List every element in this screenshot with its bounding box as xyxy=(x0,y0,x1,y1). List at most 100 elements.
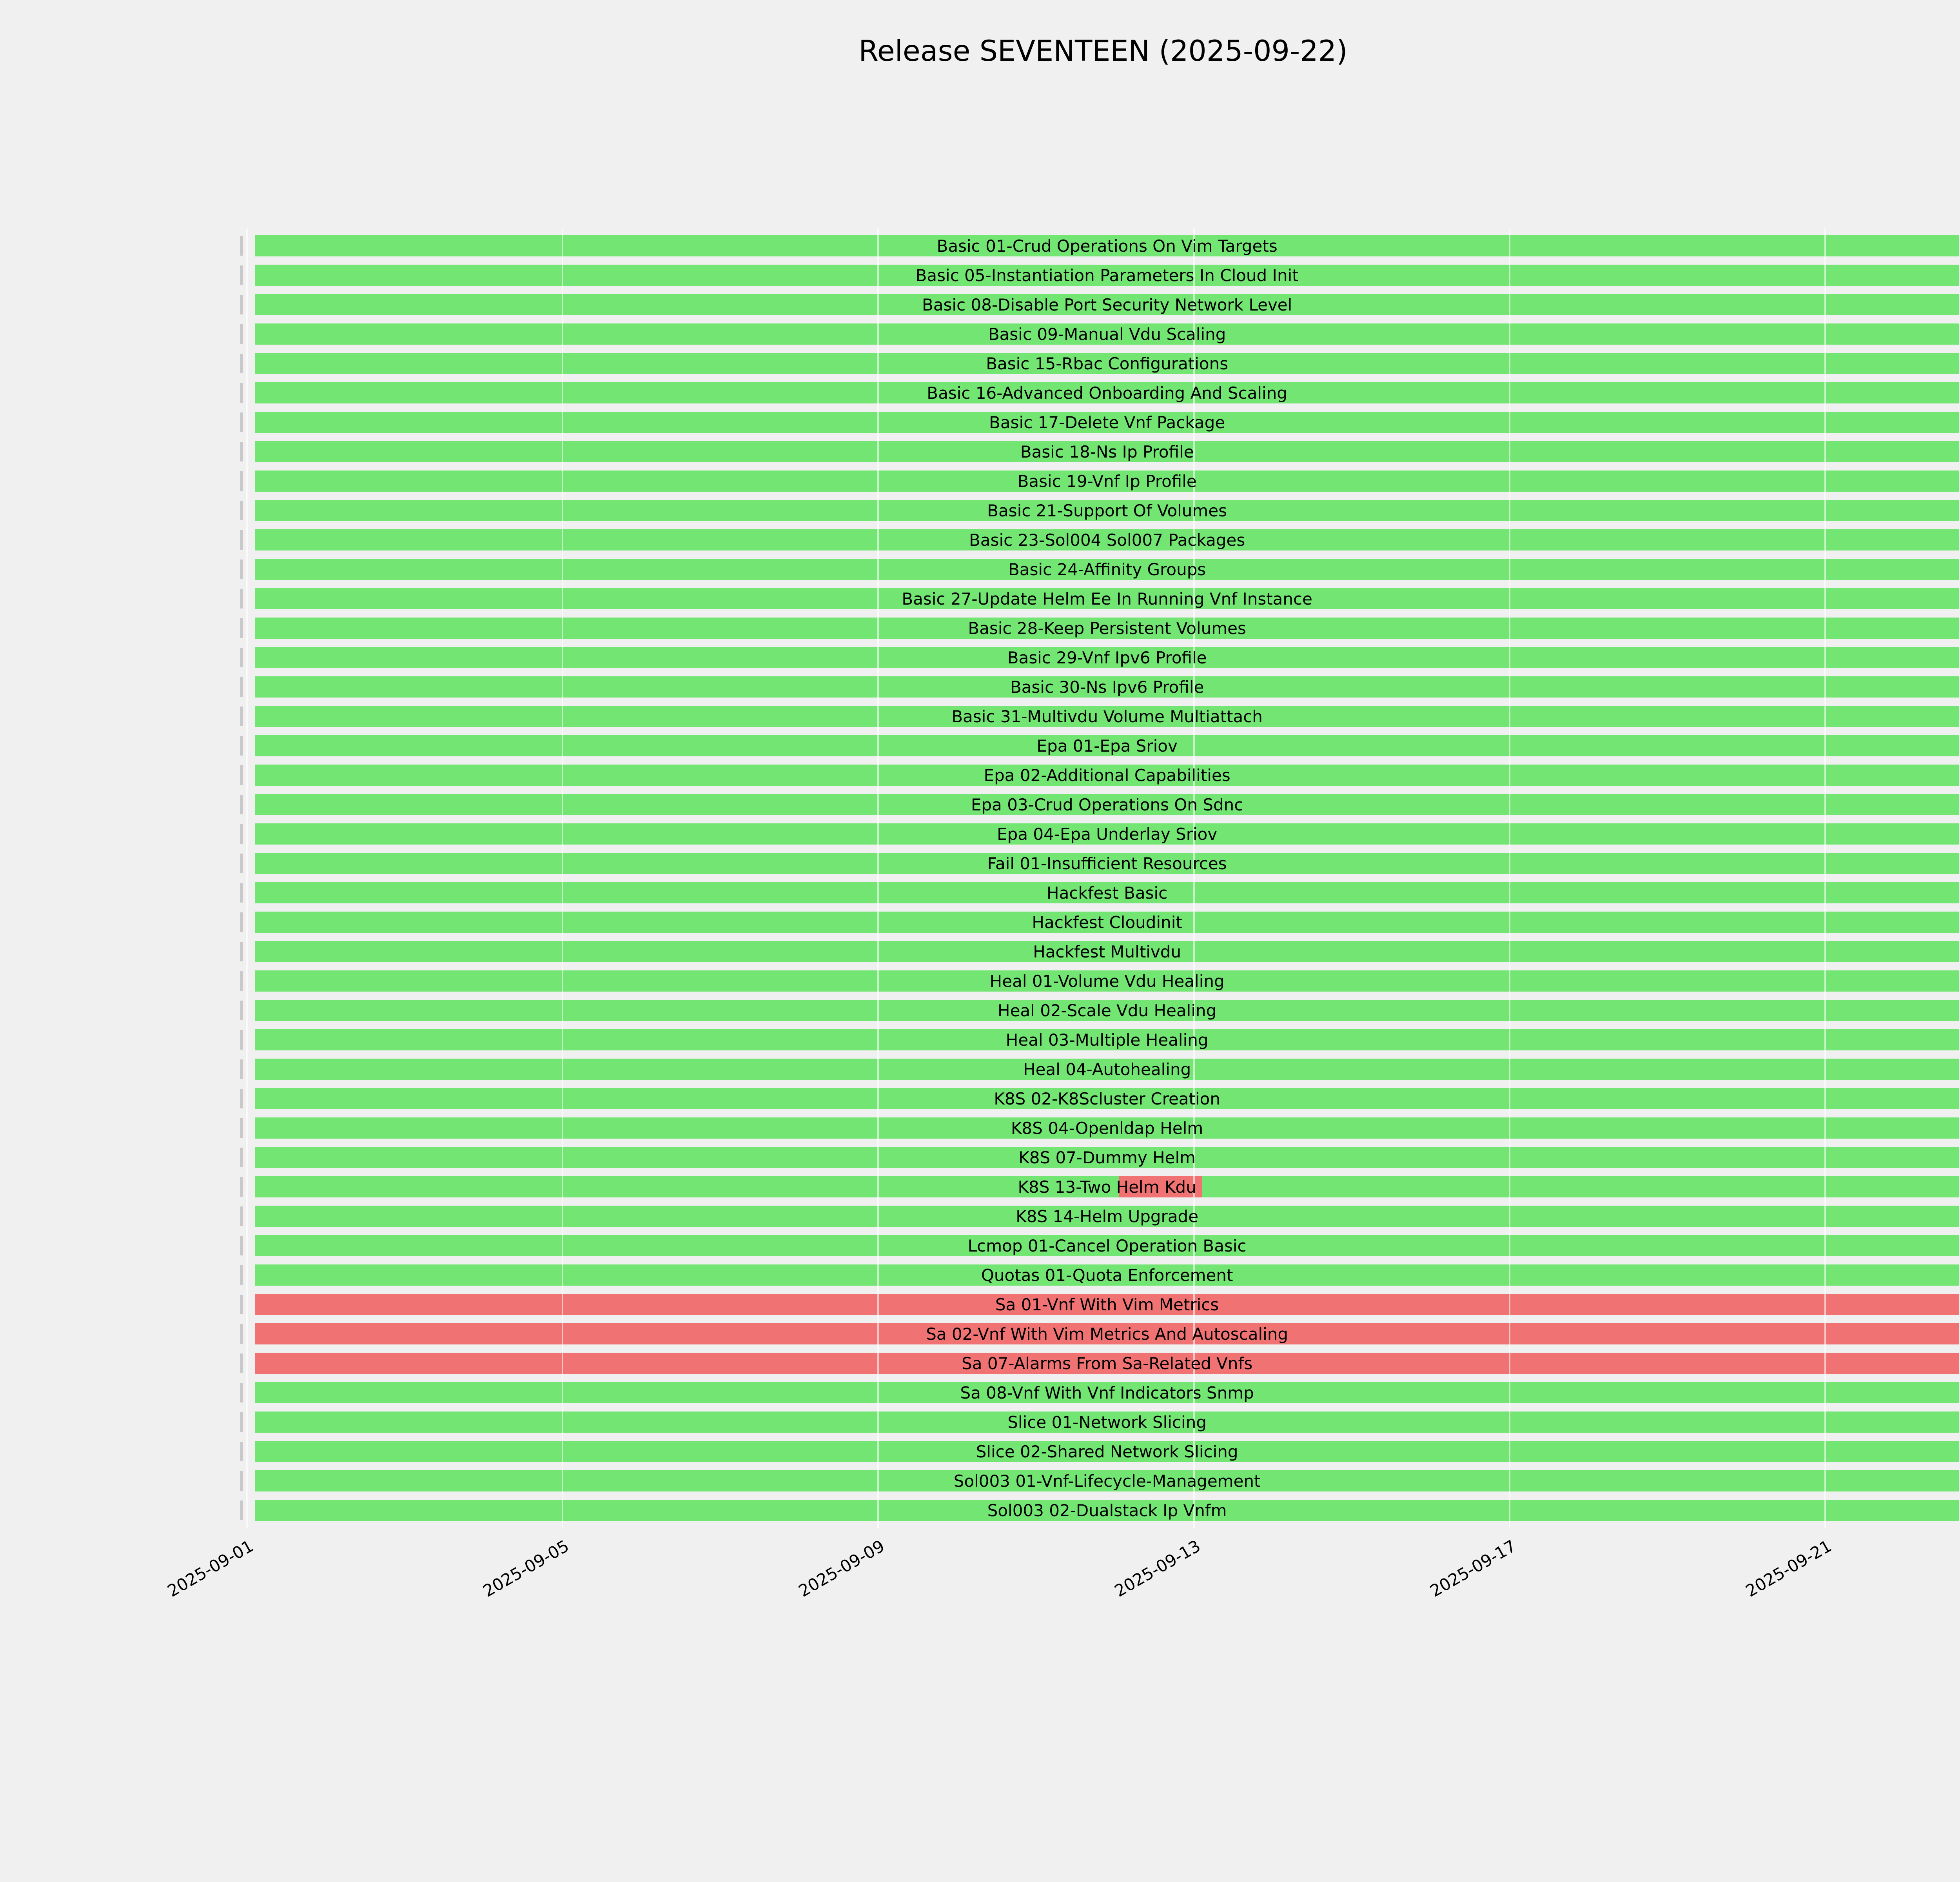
gantt-bar-passed xyxy=(255,412,1960,433)
y-axis-tick xyxy=(240,707,243,726)
task-label: Basic 17-Delete Vnf Package xyxy=(989,413,1225,432)
x-axis-tick-label: 2025-09-13 xyxy=(1111,1536,1204,1601)
task-label: Basic 15-Rbac Configurations xyxy=(986,354,1229,373)
task-label: Basic 16-Advanced Onboarding And Scaling xyxy=(927,383,1288,403)
gantt-bar-passed xyxy=(255,265,1960,286)
task-label: Hackfest Basic xyxy=(1047,883,1168,903)
y-axis-tick xyxy=(240,1177,243,1197)
gantt-bar-passed xyxy=(255,1382,1960,1403)
task-label: Basic 18-Ns Ip Profile xyxy=(1020,442,1194,461)
task-label: Slice 02-Shared Network Slicing xyxy=(976,1442,1238,1461)
gantt-bar-passed xyxy=(255,382,1960,403)
y-axis-tick xyxy=(240,824,243,844)
x-gridline xyxy=(1824,229,1826,1528)
task-label: Basic 24-Affinity Groups xyxy=(1008,560,1206,579)
gantt-bar-passed xyxy=(255,1029,1960,1050)
gantt-bar-passed xyxy=(255,1206,1960,1227)
y-axis-tick xyxy=(240,648,243,667)
task-label: K8S 04-Openldap Helm xyxy=(1011,1119,1203,1138)
x-gridline xyxy=(1193,229,1195,1528)
task-label: Basic 09-Manual Vdu Scaling xyxy=(988,325,1226,344)
y-axis-tick xyxy=(240,883,243,903)
y-axis-tick xyxy=(240,1001,243,1020)
y-axis-tick xyxy=(240,354,243,373)
task-label: Basic 27-Update Helm Ee In Running Vnf I… xyxy=(902,589,1312,609)
task-label: Basic 05-Instantiation Parameters In Clo… xyxy=(915,266,1299,285)
task-label: Hackfest Cloudinit xyxy=(1032,913,1182,932)
gantt-bar-passed xyxy=(255,235,1960,256)
task-label: K8S 14-Helm Upgrade xyxy=(1016,1207,1199,1226)
y-axis-tick xyxy=(240,1148,243,1167)
task-label: Basic 01-Crud Operations On Vim Targets xyxy=(936,236,1278,256)
y-axis-tick xyxy=(240,1412,243,1432)
gantt-bar-passed xyxy=(255,470,1960,492)
gantt-bar-passed xyxy=(255,323,1960,345)
y-axis-tick xyxy=(240,736,243,756)
gantt-bar-passed xyxy=(255,1147,1960,1168)
y-axis-tick xyxy=(240,236,243,256)
y-axis-tick xyxy=(240,1089,243,1108)
y-axis-tick xyxy=(240,1265,243,1285)
gantt-bar-passed xyxy=(255,1000,1960,1021)
task-label: K8S 02-K8Scluster Creation xyxy=(994,1089,1220,1108)
task-label: Sol003 02-Dualstack Ip Vnfm xyxy=(987,1501,1227,1520)
task-label: Basic 28-Keep Persistent Volumes xyxy=(968,619,1246,638)
gantt-bar-passed xyxy=(255,1059,1960,1080)
gantt-bar-passed xyxy=(255,1441,1960,1462)
task-label: Sol003 01-Vnf-Lifecycle-Management xyxy=(953,1471,1261,1491)
y-axis-tick xyxy=(240,1501,243,1520)
gantt-bar-passed xyxy=(255,1235,1960,1256)
task-label: Sa 01-Vnf With Vim Metrics xyxy=(995,1295,1219,1314)
gantt-bar-passed xyxy=(255,735,1960,756)
task-label: Quotas 01-Quota Enforcement xyxy=(981,1266,1233,1285)
x-gridline xyxy=(877,229,879,1528)
y-axis-tick xyxy=(240,589,243,609)
gantt-bar-passed xyxy=(255,1470,1960,1491)
gantt-bar-failed xyxy=(255,1323,1960,1344)
y-axis-tick xyxy=(240,1030,243,1050)
y-axis-tick xyxy=(240,971,243,991)
x-gridline xyxy=(1508,229,1510,1528)
gantt-bar-passed xyxy=(255,441,1960,462)
task-label: Heal 01-Volume Vdu Healing xyxy=(989,972,1225,991)
y-axis-tick xyxy=(240,530,243,550)
y-axis-tick xyxy=(240,765,243,785)
y-axis-tick xyxy=(240,1295,243,1314)
task-label: Epa 04-Epa Underlay Sriov xyxy=(997,825,1218,844)
task-label: Basic 29-Vnf Ipv6 Profile xyxy=(1007,648,1207,667)
gantt-bar-passed xyxy=(255,1176,1960,1197)
gantt-bar-passed xyxy=(255,912,1960,933)
task-label: Basic 31-Multivdu Volume Multiattach xyxy=(951,707,1263,726)
task-label: Basic 30-Ns Ipv6 Profile xyxy=(1010,678,1204,697)
y-axis-tick xyxy=(240,1353,243,1373)
task-label: Hackfest Multivdu xyxy=(1033,942,1181,961)
gantt-bar-passed xyxy=(255,970,1960,992)
task-label: Sa 07-Alarms From Sa-Related Vnfs xyxy=(962,1354,1253,1373)
y-axis-tick xyxy=(240,442,243,461)
y-axis-tick xyxy=(240,677,243,697)
y-axis-tick xyxy=(240,295,243,314)
gantt-bar-passed xyxy=(255,1117,1960,1139)
gantt-bar-passed xyxy=(255,882,1960,903)
y-axis-tick xyxy=(240,501,243,520)
gantt-bar-passed xyxy=(255,529,1960,550)
gantt-bar-passed xyxy=(255,1088,1960,1109)
task-label: Heal 03-Multiple Healing xyxy=(1005,1030,1209,1050)
task-label: Epa 02-Additional Capabilities xyxy=(984,766,1230,785)
chart-title: Release SEVENTEEN (2025-09-22) xyxy=(858,35,1348,68)
gantt-bar-passed xyxy=(255,1412,1960,1433)
task-label: Epa 01-Epa Sriov xyxy=(1036,736,1178,756)
y-axis-tick xyxy=(240,265,243,285)
gantt-bar-passed xyxy=(255,765,1960,786)
task-label: Sa 02-Vnf With Vim Metrics And Autoscali… xyxy=(926,1324,1289,1344)
y-axis-tick xyxy=(240,383,243,403)
y-axis-tick xyxy=(240,912,243,932)
y-axis-tick xyxy=(240,1383,243,1402)
task-label: Basic 23-Sol004 Sol007 Packages xyxy=(969,530,1245,550)
task-label: Basic 19-Vnf Ip Profile xyxy=(1017,472,1197,491)
y-axis-tick xyxy=(240,1442,243,1461)
y-axis-tick xyxy=(240,1324,243,1344)
